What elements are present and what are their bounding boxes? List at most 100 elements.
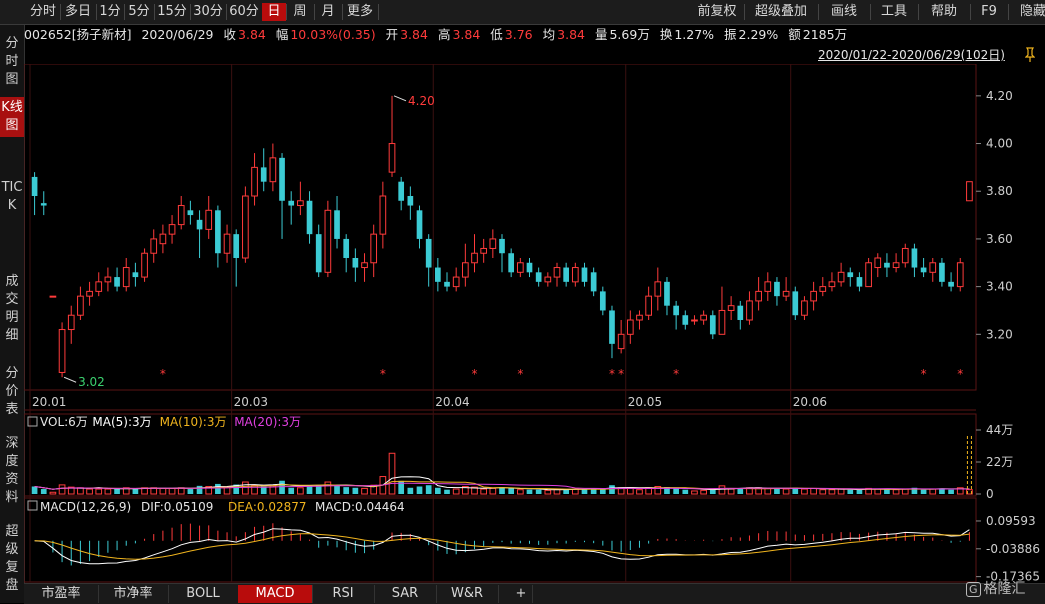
toolbar-item-3[interactable]: 工具 — [880, 4, 907, 19]
candle — [682, 310, 689, 330]
candle-body — [132, 272, 139, 278]
volume-bar — [792, 487, 799, 494]
candle-body — [792, 291, 799, 316]
volume-bar — [159, 487, 167, 495]
candle — [480, 238, 488, 263]
candle — [911, 243, 918, 278]
volume-bar — [297, 487, 304, 495]
volume-bar — [709, 488, 716, 494]
price-panel-frame — [24, 64, 977, 391]
period-tab-10[interactable]: 更多 — [346, 4, 373, 19]
period-tab-5[interactable]: 30分 — [193, 4, 223, 19]
period-toolbar: 分时 多日 1分 5分 15分 30分 60分日周月更多 前复权 超级叠加 画线 工具 帮助 F9 隐藏 — [0, 0, 1045, 25]
candle — [727, 296, 735, 320]
sidebar-item-2[interactable]: TICK — [1, 180, 23, 213]
sidebar-item-3[interactable]: 成交明细 — [5, 274, 19, 343]
toolbar-item-1[interactable]: 超级叠加 — [754, 4, 807, 19]
volume-bar — [315, 485, 322, 494]
date-tick-label: 20.06 — [793, 395, 827, 409]
candle-body — [343, 238, 350, 258]
candle-body — [636, 314, 643, 321]
toolbar-item-5[interactable]: F9 — [981, 4, 997, 19]
candle — [774, 277, 780, 306]
sidebar-item-1[interactable]: K线图 — [0, 97, 24, 137]
candle — [31, 172, 38, 216]
indicator-tab-2[interactable]: BOLL — [168, 585, 239, 603]
period-tab-6[interactable]: 60分 — [229, 4, 259, 19]
macd-legend-item: DEA:0.02877 — [228, 500, 307, 514]
volume-bar — [599, 488, 606, 494]
indicator-tab-6[interactable]: W&R — [436, 585, 499, 603]
period-tab-2[interactable]: 1分 — [99, 4, 121, 19]
pin-icon[interactable] — [1025, 47, 1035, 63]
candle-body — [718, 309, 726, 335]
volume-bar — [819, 489, 827, 495]
toolbar-item-4[interactable]: 帮助 — [930, 4, 957, 19]
candle-body — [645, 295, 652, 316]
volume-bar — [526, 489, 533, 494]
stock-code-name: 002652[扬子新材] — [24, 27, 132, 42]
candle — [435, 258, 441, 292]
volume-bar — [114, 489, 120, 494]
toolbar-item-0[interactable]: 前复权 — [697, 4, 737, 19]
indicator-tab-5[interactable]: SAR — [374, 585, 437, 603]
period-tab-9[interactable]: 月 — [321, 4, 335, 19]
volume-bar — [737, 488, 744, 494]
volume-legend-box — [27, 416, 38, 427]
candle-body — [939, 262, 945, 282]
candle-body — [516, 262, 524, 273]
candle-body — [535, 272, 542, 282]
candle-body — [407, 196, 414, 206]
indicator-tab-1[interactable]: 市净率 — [98, 585, 169, 603]
indicator-tab-7[interactable]: + — [510, 585, 533, 603]
toolbar-item-2[interactable]: 画线 — [830, 4, 857, 19]
candle-body — [205, 209, 213, 230]
candle — [709, 310, 716, 340]
volume-bar — [774, 488, 780, 494]
candle-body — [892, 262, 900, 269]
volume-bar — [196, 485, 203, 494]
sidebar-item-4[interactable]: 分价表 — [5, 366, 19, 417]
sidebar-item-0[interactable]: 分时图 — [5, 36, 19, 87]
toolbar-item-6[interactable]: 隐藏 — [1019, 4, 1045, 19]
candle-body — [86, 290, 93, 297]
vol-label: 量 — [594, 27, 608, 42]
period-tab-0[interactable]: 分时 — [29, 4, 56, 19]
candle — [874, 253, 882, 278]
left-sidebar: 分时图 K线图 TICK 成交明细分价表深度资料超级复盘 — [0, 25, 25, 603]
candle-body — [489, 238, 497, 249]
candle-body — [324, 209, 332, 273]
candle — [361, 253, 368, 282]
period-tab-7[interactable]: 日 — [262, 3, 286, 21]
volume-bar — [444, 489, 450, 494]
period-tab-1[interactable]: 多日 — [64, 4, 91, 19]
candle — [892, 253, 900, 273]
volume-bar — [242, 481, 249, 495]
sidebar-item-5[interactable]: 深度资料 — [5, 436, 19, 505]
kline-chart[interactable]: 4.20 4.00 3.80 3.60 3.40 3.20 20.01 20.03 20.04 2… — [24, 64, 1045, 583]
candle — [114, 267, 120, 292]
sidebar-item-6[interactable]: 超级复盘 — [5, 524, 19, 593]
candle — [865, 258, 872, 288]
indicator-tab-0[interactable]: 市盈率 — [24, 585, 99, 603]
candle-body — [617, 333, 625, 350]
date-range[interactable]: 2020/01/22-2020/06/29(102日) — [818, 48, 1005, 62]
period-tab-3[interactable]: 5分 — [128, 4, 150, 19]
volume-bar — [956, 487, 964, 495]
close-value: 3.84 — [238, 27, 266, 42]
candle-body — [682, 315, 689, 325]
period-tab-4[interactable]: 15分 — [157, 4, 187, 19]
candle-body — [104, 276, 112, 283]
candle — [553, 262, 561, 287]
candle — [215, 205, 221, 268]
candle — [764, 272, 772, 301]
candle-body — [801, 300, 808, 316]
candle — [223, 224, 231, 263]
date-tick-label: 20.03 — [234, 395, 268, 409]
indicator-tab-3[interactable]: MACD — [238, 585, 313, 603]
period-tab-8[interactable]: 周 — [293, 4, 307, 19]
candle-body — [288, 200, 295, 206]
volume-bar — [535, 489, 542, 494]
indicator-tab-4[interactable]: RSI — [312, 585, 375, 603]
candle-body — [260, 167, 267, 182]
